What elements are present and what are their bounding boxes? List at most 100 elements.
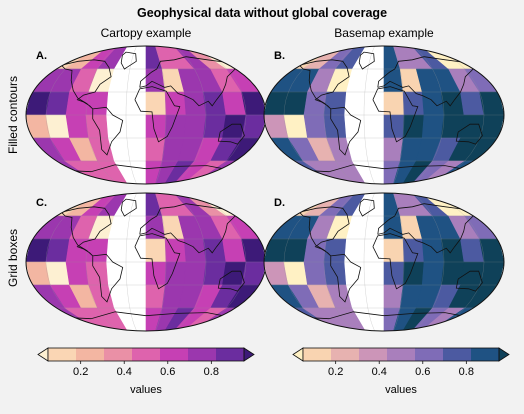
colorbar-segment <box>188 348 217 361</box>
colorbar-extend-min <box>37 347 49 362</box>
grid-cell <box>241 91 266 116</box>
panel-label: A. <box>36 50 47 62</box>
grid-cell <box>183 261 207 286</box>
gridlines <box>26 193 266 331</box>
colorbar-1: 0.2 0.4 0.6 0.8 values <box>37 347 255 396</box>
grid-cell <box>65 114 90 139</box>
grid-cell <box>283 91 308 116</box>
colorbar-2: 0.2 0.4 0.6 0.8 values <box>292 347 510 396</box>
map-panels: A. B. C. D. <box>25 45 505 332</box>
row-label-grid-boxes: Grid boxes <box>6 229 20 287</box>
grid-cell <box>45 238 70 263</box>
colorbar-extend-max <box>243 347 255 362</box>
colorbar-tick-label: 0.4 <box>117 366 132 378</box>
grid-cell <box>85 91 109 116</box>
grid-cell <box>440 261 465 286</box>
grid-cell <box>383 215 404 240</box>
grid-cell <box>440 91 465 116</box>
colorbar-segment <box>303 348 332 361</box>
grid-cell <box>45 91 70 116</box>
grid-cell <box>421 114 445 139</box>
map-panel-2: B. <box>263 45 505 185</box>
grid-cell <box>65 261 90 286</box>
grid-cell <box>283 261 308 286</box>
coastlines <box>61 51 245 173</box>
grid-cell <box>183 91 207 116</box>
colorbar-tick-label: 0.4 <box>372 366 387 378</box>
grid-cell <box>202 261 227 286</box>
coastlines <box>299 51 483 173</box>
colorbar-segment <box>331 348 360 361</box>
grid-cell <box>283 238 308 263</box>
colorbar-tick-label: 0.6 <box>160 366 175 378</box>
map-panel-1: A. <box>25 45 267 185</box>
grid-cell <box>241 261 266 286</box>
colorbar-tick-label: 0.6 <box>415 366 430 378</box>
grid-cell <box>383 68 404 93</box>
grid-cell <box>303 261 328 286</box>
colorbar-segment <box>76 348 105 361</box>
grid-cell <box>323 91 347 116</box>
colorbar-segment <box>359 348 388 361</box>
grid-cell <box>283 114 308 139</box>
grid-cell <box>323 238 347 263</box>
grid-cell <box>440 238 465 263</box>
panel-label: B. <box>274 50 285 62</box>
grid-cell <box>145 137 166 162</box>
colorbar-tick-label: 0.2 <box>73 366 88 378</box>
grid-cell <box>45 114 70 139</box>
grid-cell <box>479 238 504 263</box>
grid-cell <box>241 114 266 139</box>
colorbar-segment <box>471 348 500 361</box>
grid-cell <box>421 238 445 263</box>
grid-cell <box>145 68 166 93</box>
grid-cell <box>202 114 227 139</box>
coastlines <box>61 198 245 320</box>
colorbar-segment <box>216 348 245 361</box>
colorbar-extend-max <box>498 347 510 362</box>
grid-cell <box>421 91 445 116</box>
row-label-filled-contours: Filled contours <box>6 76 20 154</box>
colorbar-label: values <box>130 384 162 396</box>
colorbar-outline <box>302 347 500 362</box>
map-outline <box>263 45 505 185</box>
panel-label: D. <box>274 197 285 209</box>
colorbar-tick-label: 0.8 <box>459 366 474 378</box>
grid-cell <box>383 284 404 309</box>
colorbar-tick-label: 0.8 <box>204 366 219 378</box>
colorbar-segment <box>443 348 472 361</box>
grid-cell <box>145 215 166 240</box>
colorbar-segment <box>104 348 133 361</box>
map-panel-4: D. <box>263 192 505 332</box>
grid-cell <box>45 261 70 286</box>
grid-cell <box>183 114 207 139</box>
coastlines <box>299 198 483 320</box>
grid-cell <box>183 238 207 263</box>
grid-cell <box>241 238 266 263</box>
gridlines <box>264 46 504 184</box>
grid-cell <box>440 114 465 139</box>
grid-cell <box>85 238 109 263</box>
colorbar-outline <box>47 347 245 362</box>
map-panel-3: C. <box>25 192 267 332</box>
grid-cell <box>202 91 227 116</box>
panel-label: C. <box>36 197 47 209</box>
grid-cell <box>383 137 404 162</box>
col-title-cartopy: Cartopy example <box>101 26 192 40</box>
colorbar-label: values <box>385 384 417 396</box>
colorbar-segment <box>48 348 77 361</box>
grid-cell <box>421 261 445 286</box>
map-outline <box>263 192 505 332</box>
colorbar-segment <box>132 348 161 361</box>
figure-title: Geophysical data without global coverage <box>137 6 387 20</box>
grid-cell <box>145 284 166 309</box>
colorbar-tick-label: 0.2 <box>328 366 343 378</box>
grid-cell <box>479 114 504 139</box>
grid-cell <box>303 114 328 139</box>
grid-cell <box>479 91 504 116</box>
col-title-basemap: Basemap example <box>334 26 434 40</box>
colorbar-segment <box>415 348 444 361</box>
colorbar-segment <box>160 348 189 361</box>
colorbar-segment <box>387 348 416 361</box>
